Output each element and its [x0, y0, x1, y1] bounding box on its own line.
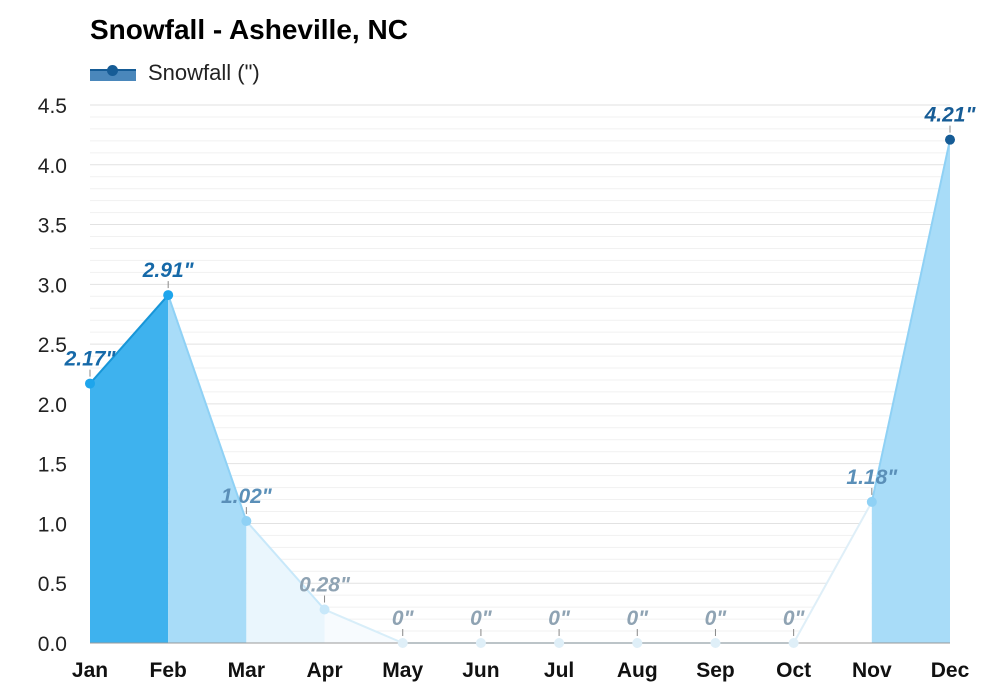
data-label-aug: 0"	[626, 607, 649, 630]
data-label-oct: 0"	[783, 607, 806, 630]
data-label-may: 0"	[392, 607, 415, 630]
series-line-segment-oct	[792, 501, 873, 644]
data-label-nov: 1.18"	[846, 466, 898, 489]
x-tick-label-sep: Sep	[696, 659, 735, 682]
area-segment-feb	[168, 295, 247, 643]
chart-title: Snowfall - Asheville, NC	[90, 14, 408, 45]
x-tick-label-nov: Nov	[852, 659, 892, 682]
legend-swatch-icon	[90, 61, 136, 85]
y-tick-label: 4.0	[38, 155, 67, 178]
area-segment-mar	[246, 521, 325, 643]
data-point-jan[interactable]	[85, 378, 95, 389]
x-tick-label-aug: Aug	[617, 659, 658, 682]
axis-layer: 0.0 0.5 1.0 1.5 2.0 2.5 3.0 3.5 4.0 4.5 Jan Feb Mar A…	[38, 95, 970, 682]
data-point-dec[interactable]	[945, 134, 955, 145]
y-tick-label: 1.5	[38, 454, 67, 477]
line-layer	[89, 139, 951, 644]
data-label-jun: 0"	[470, 607, 493, 630]
data-point-feb[interactable]	[163, 290, 174, 301]
x-tick-label-feb: Feb	[150, 659, 187, 682]
y-tick-label: 0.0	[38, 633, 67, 656]
data-label-dec: 4.21"	[924, 104, 977, 127]
series-line-segment-jan	[89, 294, 169, 385]
data-label-feb: 2.91"	[142, 259, 195, 282]
y-tick-label: 0.5	[38, 573, 67, 596]
area-layer	[90, 139, 950, 643]
x-tick-label-jul: Jul	[544, 659, 574, 682]
series-line-segment-mar	[245, 520, 326, 611]
data-point-sep[interactable]	[710, 638, 721, 648]
data-label-layer: 2.17" 2.91" 1.02" 0.28" 0" 0" 0" 0" 0" 0" 1.18" 4.2…	[64, 104, 977, 636]
data-label-jul: 0"	[548, 607, 571, 630]
data-point-jul[interactable]	[554, 638, 565, 648]
series-line-segment-apr	[324, 608, 404, 644]
y-tick-label: 2.5	[38, 334, 67, 357]
y-tick-label: 3.0	[38, 274, 67, 297]
x-tick-label-apr: Apr	[306, 659, 342, 682]
y-tick-label: 1.0	[38, 513, 67, 536]
y-tick-label: 4.5	[38, 95, 67, 118]
data-label-jan: 2.17"	[64, 348, 117, 371]
y-tick-label: 2.0	[38, 394, 67, 417]
data-point-apr[interactable]	[319, 604, 330, 615]
series-line-segment-feb	[167, 294, 248, 522]
y-tick-label: 3.5	[38, 215, 67, 238]
x-tick-label-jun: Jun	[462, 659, 499, 682]
point-layer[interactable]	[85, 134, 955, 648]
data-label-sep: 0"	[705, 607, 728, 630]
legend-label: Snowfall (")	[148, 60, 260, 85]
data-point-aug[interactable]	[632, 638, 643, 648]
x-tick-label-dec: Dec	[931, 659, 970, 682]
area-segment-jan	[90, 295, 169, 643]
data-point-mar[interactable]	[241, 516, 252, 527]
x-tick-label-may: May	[382, 659, 423, 682]
legend[interactable]: Snowfall (")	[90, 60, 260, 86]
data-point-may[interactable]	[397, 638, 408, 648]
legend-point-swatch	[107, 65, 118, 76]
data-point-jun[interactable]	[475, 638, 486, 648]
data-label-mar: 1.02"	[221, 485, 273, 508]
data-label-apr: 0.28"	[299, 574, 351, 597]
x-tick-label-oct: Oct	[776, 659, 811, 682]
data-point-oct[interactable]	[788, 638, 799, 648]
x-tick-label-mar: Mar	[228, 659, 265, 682]
area-segment-nov	[871, 139, 950, 643]
x-tick-label-jan: Jan	[72, 659, 108, 682]
data-point-nov[interactable]	[866, 496, 877, 507]
series-line-segment-nov	[870, 139, 951, 503]
